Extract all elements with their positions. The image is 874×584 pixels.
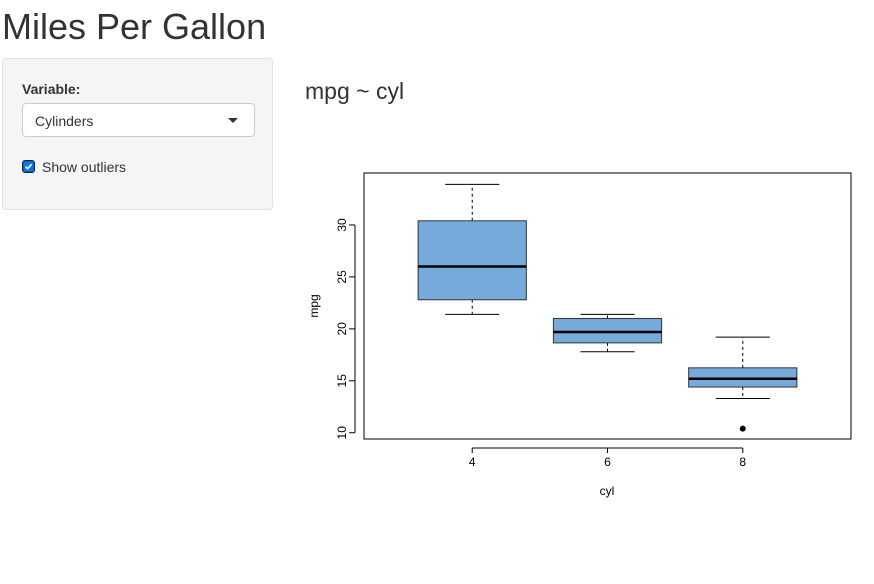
variable-select-value: Cylinders <box>35 113 94 129</box>
caret-down-icon <box>228 118 238 123</box>
boxplot-area: 10 15 20 25 30 4 6 8 cyl mpg <box>296 140 866 520</box>
outlier-point <box>739 425 746 432</box>
y-tick-label: 25 <box>335 270 349 284</box>
variable-select[interactable]: Cylinders <box>22 103 255 137</box>
app-title: Miles Per Gallon <box>2 6 267 47</box>
x-tick-label: 4 <box>469 455 476 469</box>
chart-axes: 10 15 20 25 30 4 6 8 <box>335 172 852 469</box>
box-iqr <box>552 317 663 344</box>
box-group <box>417 183 527 315</box>
box-iqr <box>688 367 798 388</box>
x-tick-label: 8 <box>739 455 746 469</box>
variable-label: Variable: <box>22 81 81 97</box>
y-axis-label: mpg <box>307 294 321 317</box>
chart-boxes <box>417 183 798 432</box>
show-outliers-label: Show outliers <box>42 159 127 175</box>
y-tick-label: 10 <box>335 426 349 440</box>
checkmark-icon <box>24 163 33 170</box>
sidebar-panel: Variable: Cylinders Show outliers <box>2 58 273 210</box>
y-tick-label: 15 <box>335 374 349 388</box>
x-axis-label: cyl <box>600 484 615 498</box>
box-group <box>552 313 663 353</box>
boxplot-chart: 10 15 20 25 30 4 6 8 cyl mpg <box>307 172 852 498</box>
plot-caption: mpg ~ cyl <box>305 78 405 104</box>
show-outliers-checkbox[interactable] <box>22 160 35 173</box>
y-tick-label: 30 <box>335 218 349 232</box>
y-tick-label: 20 <box>335 322 349 336</box>
box-iqr <box>417 220 527 301</box>
plot-frame <box>363 172 852 440</box>
box-group <box>688 336 798 432</box>
x-tick-label: 6 <box>604 455 611 469</box>
